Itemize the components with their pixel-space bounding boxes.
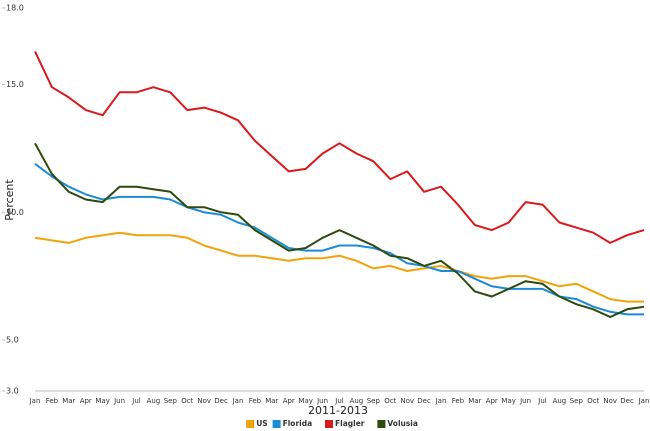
x-tick-label: Jul	[131, 397, 141, 405]
x-tick-label: Jan	[435, 397, 447, 405]
x-tick-label: Nov	[197, 397, 211, 405]
legend-label: Flagler	[335, 419, 365, 428]
x-tick-label: Jan	[232, 397, 244, 405]
x-tick-label: Mar	[62, 397, 75, 405]
x-axis-title: 2011-2013	[308, 404, 368, 417]
y-tick-label: 3.0	[6, 387, 19, 396]
x-tick-label: Oct	[587, 397, 599, 405]
x-tick-label: Nov	[400, 397, 414, 405]
y-tick-label: 10.0	[6, 208, 24, 217]
x-tick-label: Aug	[350, 397, 364, 405]
x-tick-label: Oct	[181, 397, 193, 405]
x-tick-label: Apr	[80, 397, 92, 405]
legend-swatch	[246, 420, 255, 428]
legend-swatch	[272, 420, 281, 428]
x-tick-label: Jun	[519, 397, 531, 405]
x-tick-label: Jun	[316, 397, 328, 405]
y-tick-label: 5.0	[6, 335, 19, 344]
x-tick-label: May	[95, 397, 109, 405]
x-tick-label: Oct	[384, 397, 396, 405]
x-tick-label: Feb	[452, 397, 465, 405]
x-tick-label: Mar	[265, 397, 278, 405]
series-line	[34, 231, 644, 303]
x-tick-label: Jul	[537, 397, 547, 405]
x-tick-label: Aug	[553, 397, 567, 405]
x-tick-label: Jan	[29, 397, 41, 405]
y-tick-label: 18.0	[6, 4, 24, 13]
x-tick-label: Dec	[214, 397, 228, 405]
x-tick-label: Nov	[603, 397, 617, 405]
series-line	[34, 50, 645, 244]
x-tick-label: Apr	[283, 397, 295, 405]
x-tick-label: Mar	[468, 397, 481, 405]
x-tick-label: Feb	[46, 397, 59, 405]
y-axis-title: Percent	[3, 179, 16, 221]
x-tick-label: Jul	[334, 397, 344, 405]
legend-label: Volusia	[387, 419, 418, 428]
x-tick-label: May	[298, 397, 312, 405]
x-tick-label: Feb	[249, 397, 262, 405]
legend-swatch	[377, 420, 386, 428]
x-tick-label: Aug	[147, 397, 161, 405]
x-tick-label: May	[501, 397, 515, 405]
series-line	[34, 142, 645, 318]
series-line	[34, 163, 644, 316]
x-tick-label: Apr	[486, 397, 498, 405]
x-tick-label: Dec	[620, 397, 634, 405]
x-tick-label: Dec	[417, 397, 431, 405]
x-tick-label: Sep	[164, 397, 178, 405]
x-tick-label: Sep	[367, 397, 381, 405]
legend-label: US	[256, 419, 268, 428]
x-tick-label: Jun	[113, 397, 125, 405]
legend-label: Florida	[283, 419, 313, 428]
x-tick-label: Jan	[638, 397, 650, 405]
y-tick-label: 15.0	[6, 80, 24, 89]
legend-swatch	[325, 420, 333, 428]
x-tick-label: Sep	[570, 397, 584, 405]
